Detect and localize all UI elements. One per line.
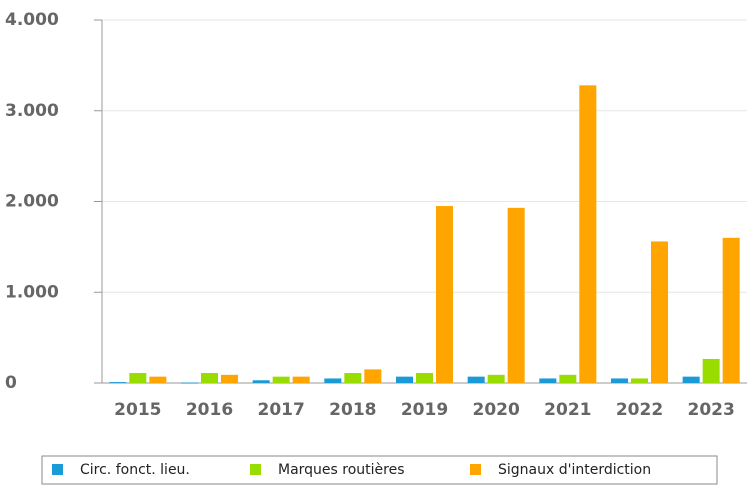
x-tick-label: 2018 [329,400,376,420]
bar [611,378,628,383]
y-tick-label: 3.000 [5,101,59,121]
bar [579,85,597,383]
bar [344,373,362,383]
x-tick-label: 2021 [544,400,591,420]
bar [487,374,505,383]
x-tick-label: 2019 [401,400,448,420]
legend-swatch [250,464,261,475]
bar [539,378,557,383]
y-tick-label: 4.000 [5,10,59,30]
legend-label: Circ. fonct. lieu. [80,462,190,478]
y-tick-label: 1.000 [5,282,59,302]
bar [631,378,648,383]
bar [682,376,700,383]
x-tick-label: 2017 [258,400,305,420]
legend-label: Signaux d'interdiction [498,462,651,478]
y-tick-label: 2.000 [5,192,59,212]
y-tick-label: 0 [5,373,17,393]
bar [129,373,147,383]
bar [272,376,290,383]
x-tick-label: 2015 [114,400,161,420]
bar [416,373,433,383]
bar [109,382,127,384]
bar [702,358,720,383]
bar [252,380,270,383]
bar [201,373,218,383]
bar [292,376,310,383]
x-tick-label: 2016 [186,400,233,420]
bar [722,237,740,383]
bar [436,206,453,383]
x-tick-label: 2020 [473,400,520,420]
bar [181,382,198,384]
bar [467,376,485,383]
bar [507,207,525,383]
legend-box [41,455,718,485]
bar [396,376,413,383]
legend-swatch [52,464,63,475]
x-tick-label: 2023 [688,400,735,420]
bar [221,374,238,383]
legend-label: Marques routières [278,462,405,478]
x-tick-label: 2022 [616,400,663,420]
bar [149,376,167,383]
bar [559,374,577,383]
bar [364,369,382,383]
legend-swatch [470,464,481,475]
bar [651,241,668,383]
bar [324,378,342,383]
